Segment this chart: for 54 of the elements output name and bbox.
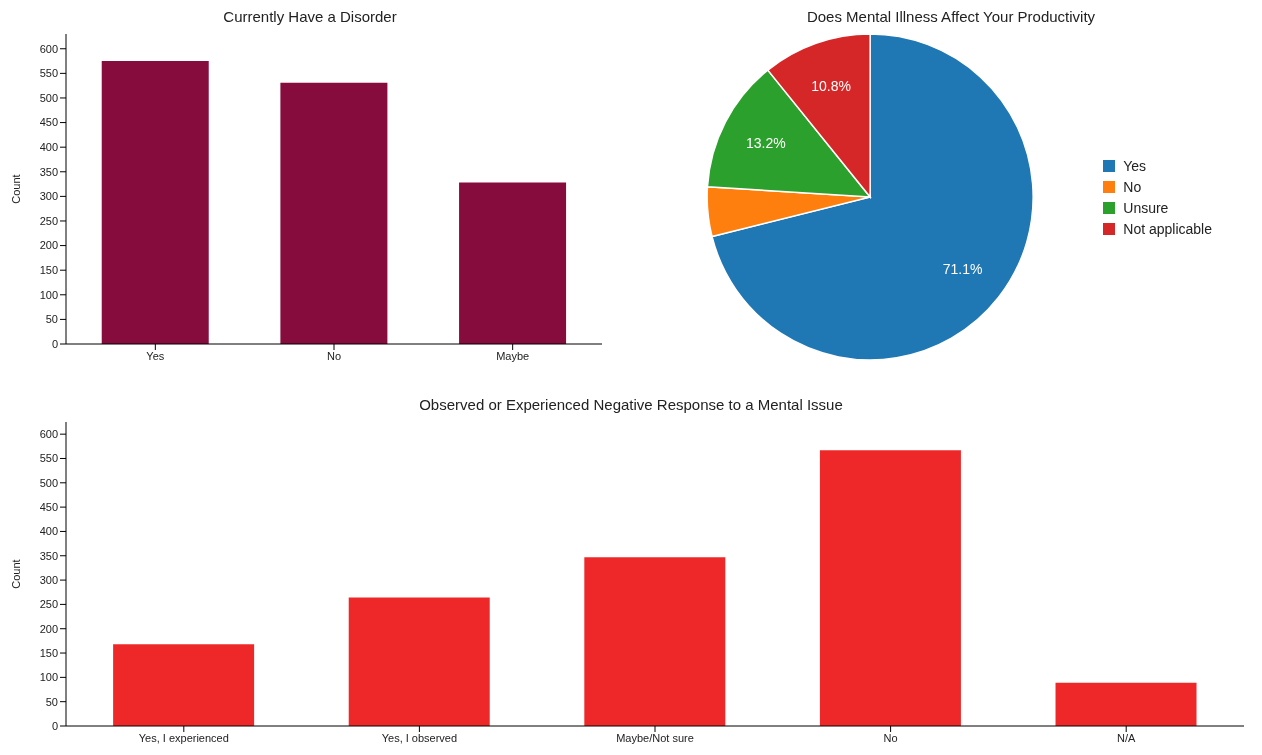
y-axis-title: Count bbox=[9, 174, 22, 204]
bar bbox=[101, 61, 209, 344]
y-tick-label: 400 bbox=[39, 525, 58, 538]
legend-label: Yes bbox=[1123, 157, 1147, 174]
chart-title: Observed or Experienced Negative Response to a Mental Issue bbox=[418, 395, 844, 415]
y-tick-label: 600 bbox=[39, 42, 58, 55]
y-tick-label: 150 bbox=[39, 264, 58, 277]
y-tick-label: 200 bbox=[39, 622, 58, 635]
y-tick-label: 250 bbox=[39, 214, 58, 227]
y-tick-label: 350 bbox=[39, 165, 58, 178]
y-tick-label: 300 bbox=[39, 573, 58, 586]
y-tick-label: 0 bbox=[51, 337, 58, 350]
legend-label: Not applicable bbox=[1123, 220, 1212, 237]
y-tick-label: 300 bbox=[39, 190, 58, 203]
y-tick-label: 200 bbox=[39, 239, 58, 252]
x-tick-label: Yes, I observed bbox=[381, 731, 458, 744]
y-tick-label: 0 bbox=[51, 719, 58, 732]
x-tick-label: Maybe/Not sure bbox=[616, 731, 694, 744]
y-tick-label: 500 bbox=[39, 476, 58, 489]
bar bbox=[1055, 682, 1197, 726]
bar bbox=[113, 644, 255, 726]
y-tick-label: 500 bbox=[39, 91, 58, 104]
y-tick-label: 550 bbox=[39, 452, 58, 465]
x-tick-label: Maybe bbox=[496, 349, 530, 362]
y-tick-label: 150 bbox=[39, 646, 58, 659]
legend-label: Unsure bbox=[1123, 199, 1169, 216]
x-tick-label: Yes, I experienced bbox=[138, 731, 229, 744]
bar bbox=[348, 597, 490, 726]
data-label: 13.2% bbox=[746, 135, 786, 152]
data-label: 10.8% bbox=[811, 78, 851, 95]
y-tick-label: 100 bbox=[39, 288, 58, 301]
x-tick-label: No bbox=[326, 349, 342, 362]
bar bbox=[584, 557, 726, 726]
x-tick-label: N/A bbox=[1117, 731, 1137, 744]
y-axis-title: Count bbox=[9, 559, 22, 589]
y-tick-label: 350 bbox=[39, 549, 58, 562]
y-tick-label: 100 bbox=[39, 671, 58, 684]
legend-label: No bbox=[1123, 178, 1142, 195]
y-tick-label: 250 bbox=[39, 598, 58, 611]
y-tick-label: 50 bbox=[45, 313, 58, 326]
y-tick-label: 400 bbox=[39, 141, 58, 154]
chart-title: Does Mental Illness Affect Your Productivity bbox=[805, 7, 1097, 27]
y-tick-label: 450 bbox=[39, 501, 58, 514]
chart-title: Currently Have a Disorder bbox=[222, 7, 398, 27]
data-label: 71.1% bbox=[942, 261, 983, 278]
x-tick-label: Yes bbox=[146, 349, 165, 362]
bar bbox=[280, 82, 388, 344]
bar bbox=[459, 182, 567, 344]
y-tick-label: 50 bbox=[45, 695, 58, 708]
y-tick-label: 550 bbox=[39, 67, 58, 80]
y-tick-label: 600 bbox=[39, 428, 58, 441]
y-tick-label: 450 bbox=[39, 116, 58, 129]
x-tick-label: No bbox=[883, 731, 898, 744]
bar bbox=[819, 450, 961, 726]
